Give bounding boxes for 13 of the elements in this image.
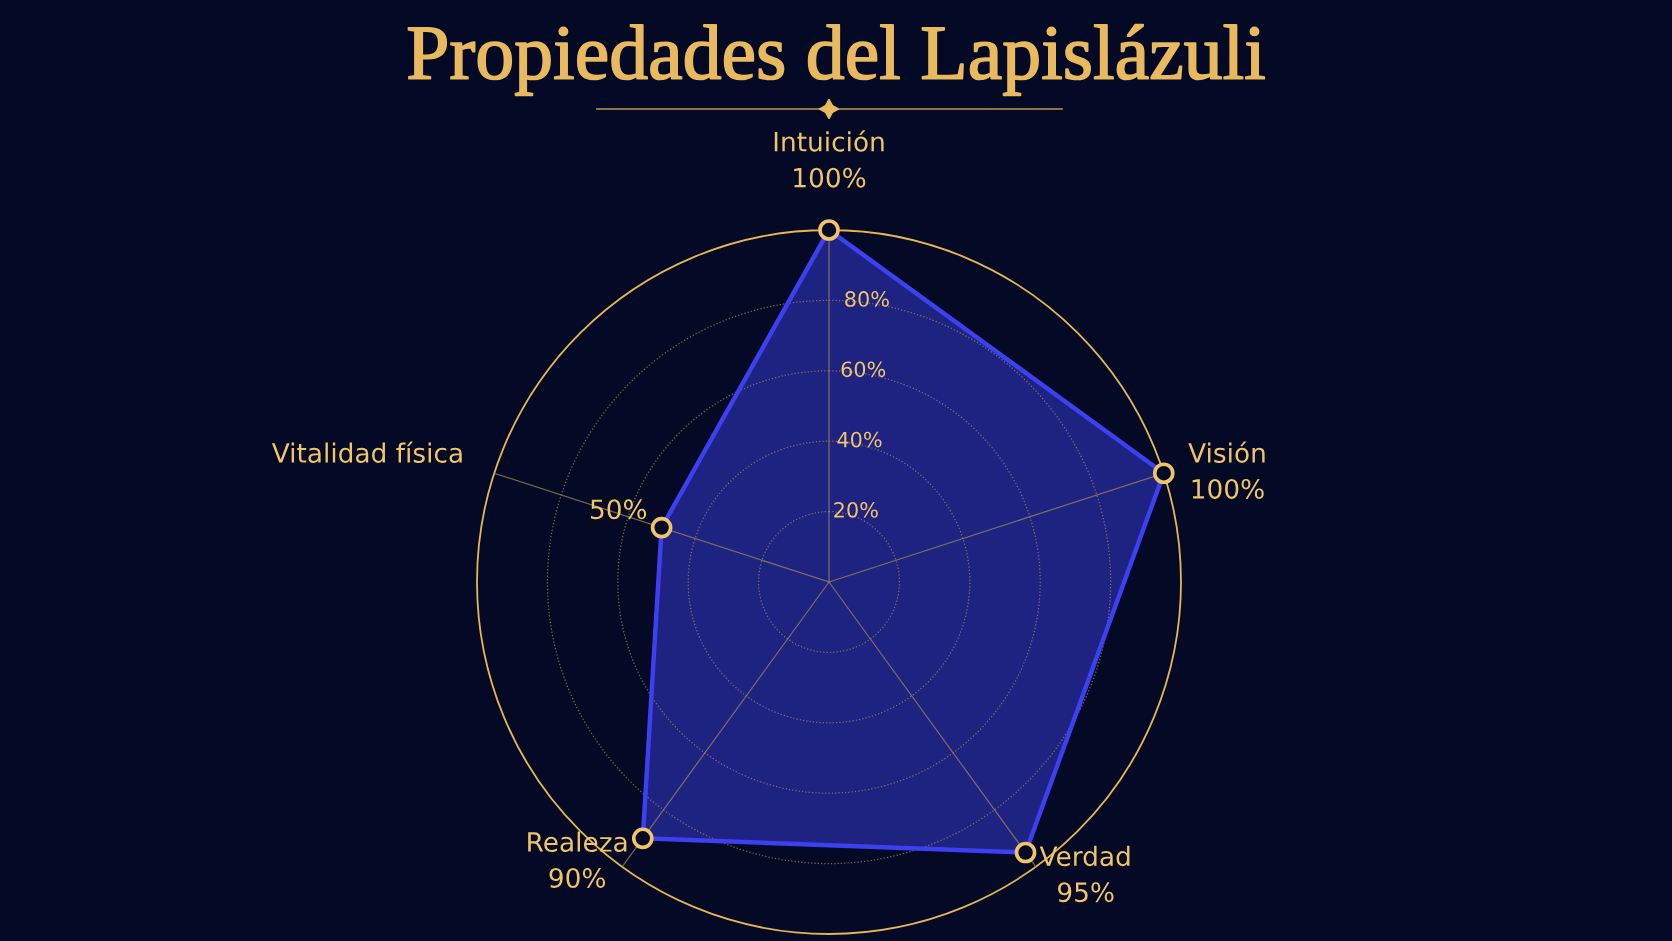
y-tick-label: 20% — [834, 501, 878, 518]
chart-title: Propiedades del Lapislázuli — [408, 24, 1265, 96]
data-label: 50% — [591, 499, 647, 520]
spoke-label: Vitalidad física — [271, 441, 462, 463]
data-label: 95% — [1058, 882, 1114, 903]
data-label: 100% — [1192, 478, 1264, 499]
spoke-label: Intuición — [774, 130, 884, 152]
data-label: 90% — [549, 867, 606, 888]
y-tick-label: 80% — [845, 291, 889, 307]
spoke-label: Visión — [1188, 441, 1265, 463]
y-tick-label: 60% — [841, 361, 886, 378]
y-tick-label: 40% — [837, 431, 882, 448]
data-label: 100% — [794, 167, 866, 188]
